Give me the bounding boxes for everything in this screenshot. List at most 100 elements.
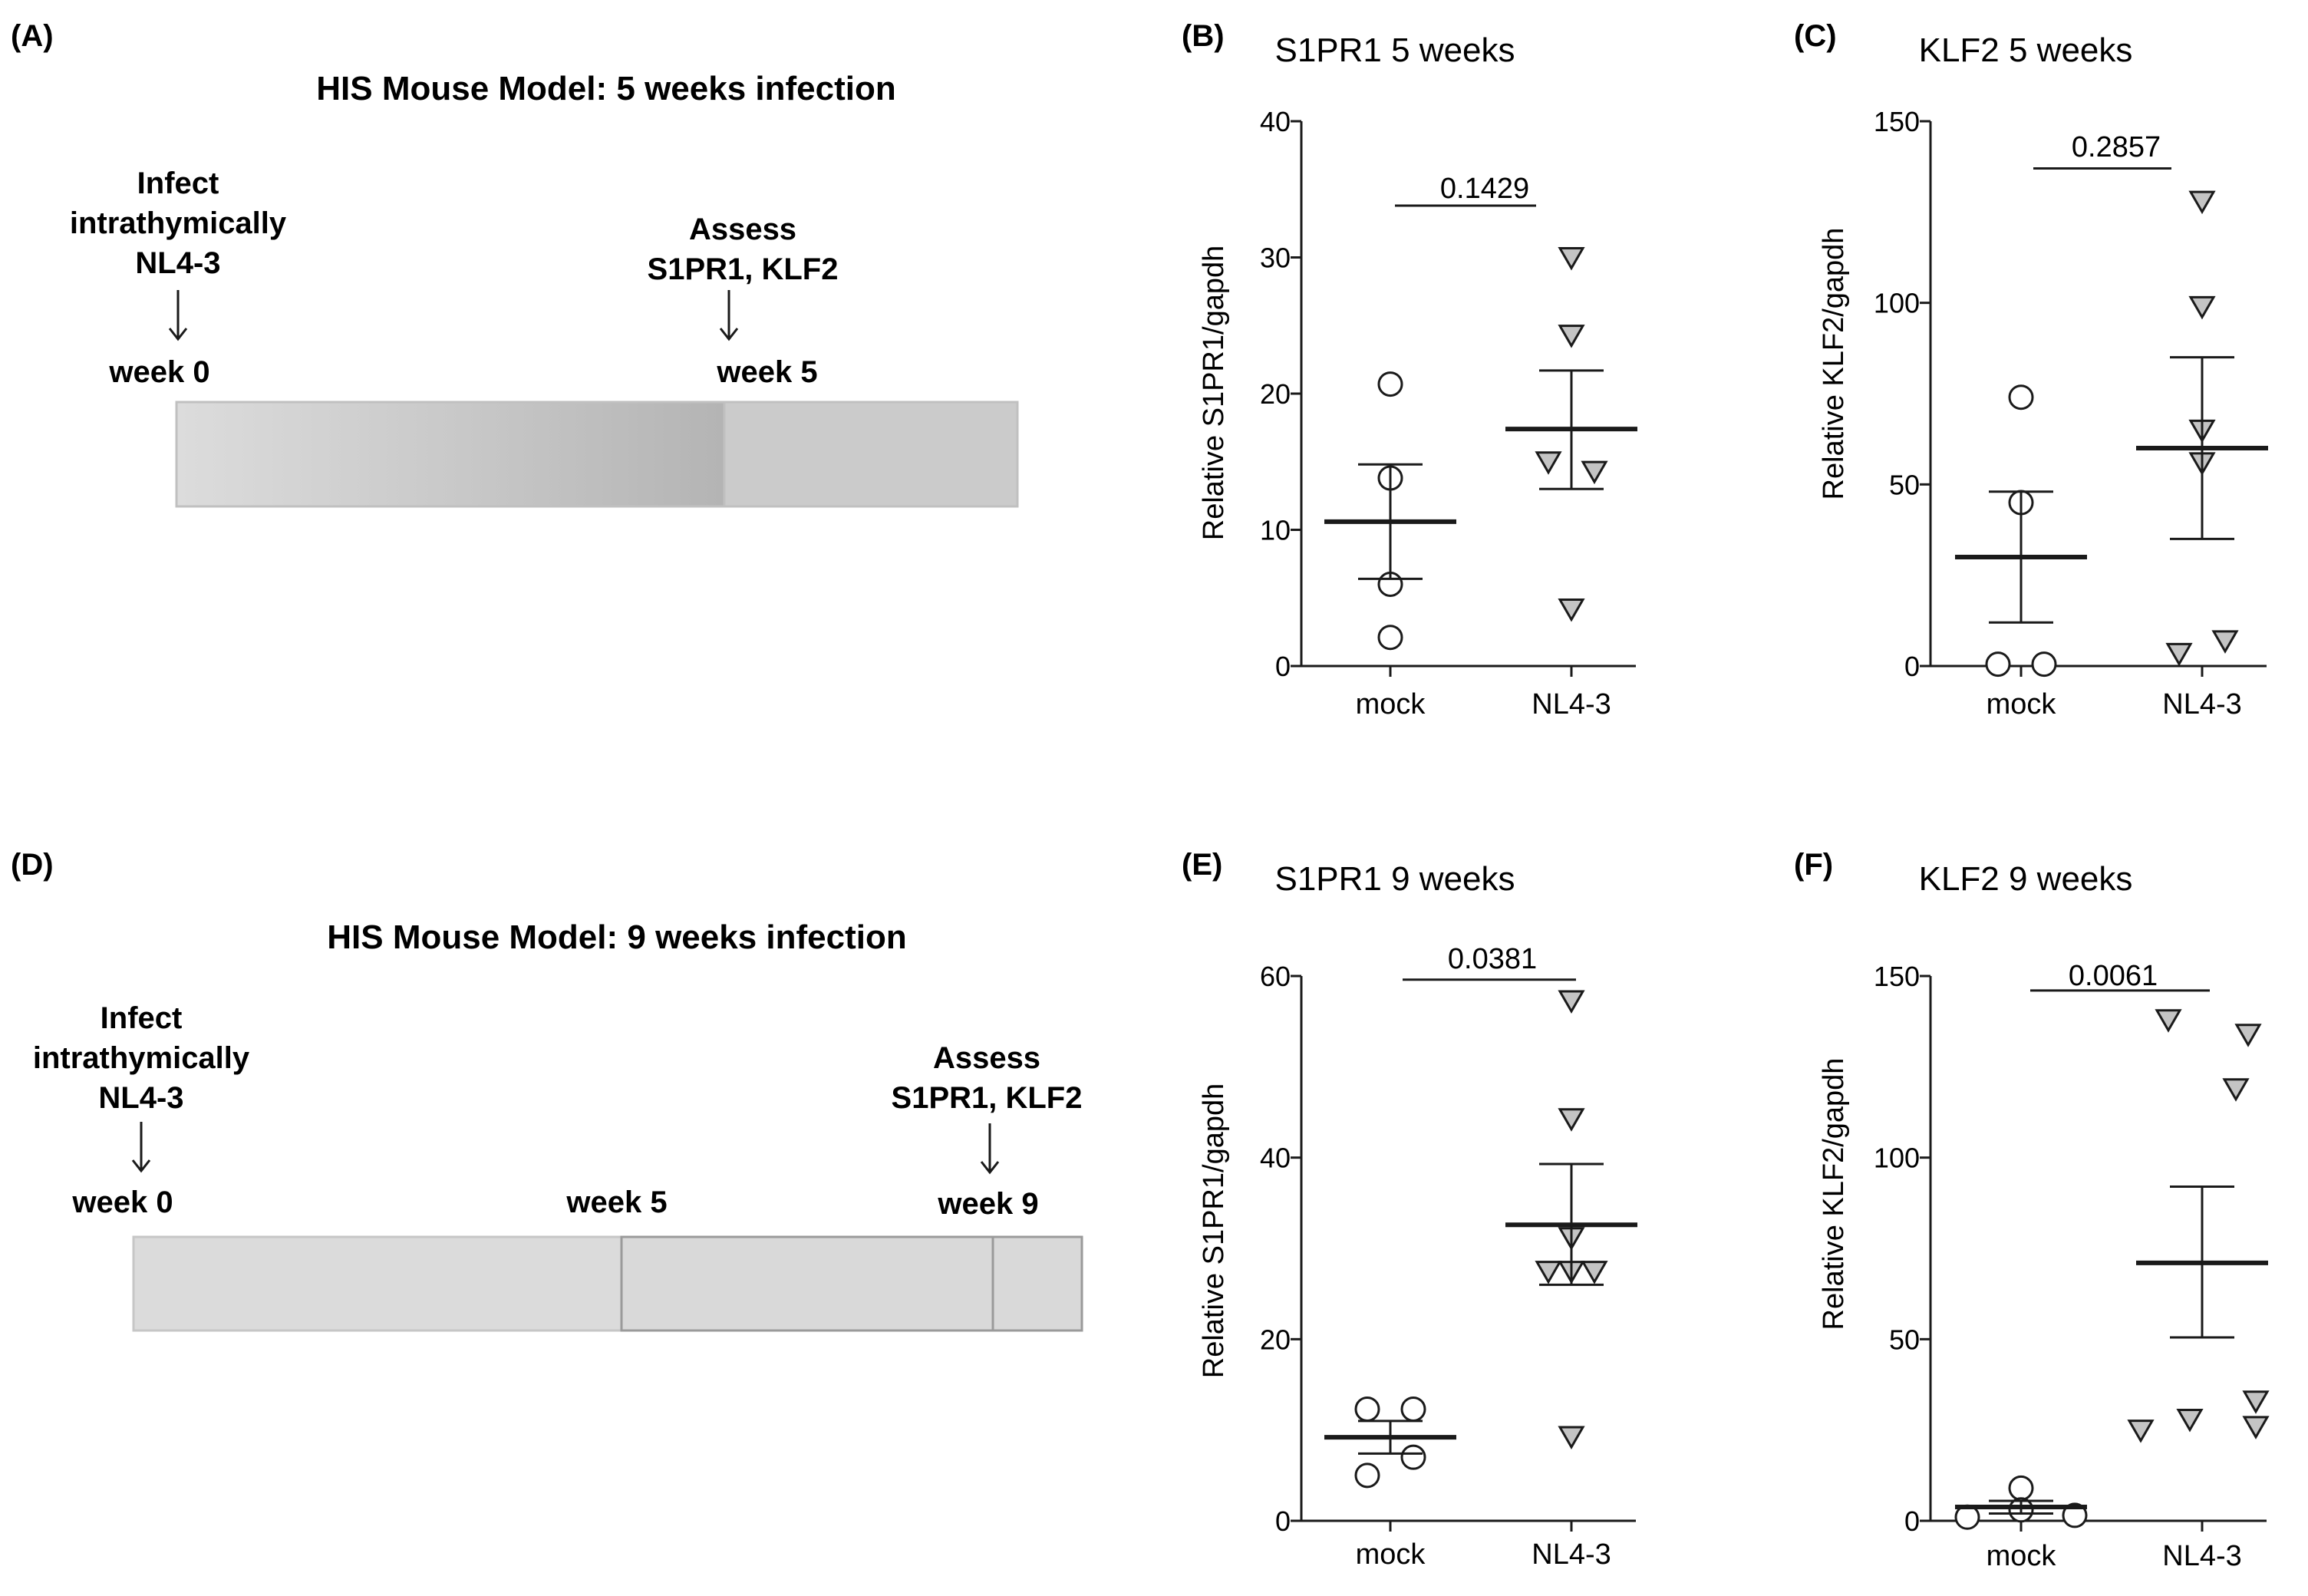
week-9-label-d: week 9 [937, 1187, 1038, 1221]
y-tick-label-150-c: 150 [1874, 106, 1920, 137]
y-tick-label-10-b: 10 [1260, 515, 1291, 546]
timeline-bar-weeks-5-9 [620, 1235, 994, 1332]
p-value-f: 0.0061 [2069, 960, 2158, 992]
y-axis-label-e: Relative S1PR1/gapdh [1198, 1083, 1230, 1378]
infect-text-a-1: Infect [137, 167, 219, 200]
data-point-mock-c [2008, 384, 2034, 411]
x-tick-label-nl43-e: NL4-3 [1532, 1538, 1611, 1571]
timeline-title-a: HIS Mouse Model: 5 weeks infection [316, 70, 895, 107]
y-axis-label-f: Relative KLF2/gapdh [1818, 1058, 1850, 1331]
data-point-mock-b [1377, 625, 1403, 651]
data-point-nl43-c [2165, 642, 2193, 667]
x-tick-label-mock-f: mock [1987, 1540, 2057, 1572]
timeline-bar-infection-a [175, 401, 726, 508]
data-point-nl43-c [2211, 630, 2239, 654]
data-point-nl43-f [2155, 1009, 2182, 1033]
chart-s1pr1-9-weeks: (E) S1PR1 9 weeks Relative S1PR1/gapdh m… [1182, 848, 1637, 1571]
timeline-bar-post-a [723, 401, 1019, 508]
x-tick-label-mock-b: mock [1356, 688, 1426, 721]
panel-label-a: (A) [11, 19, 54, 53]
week-0-label-d: week 0 [71, 1185, 173, 1219]
y-tick-label-0-c: 0 [1904, 651, 1920, 682]
assess-text-d-2: S1PR1, KLF2 [892, 1081, 1083, 1115]
assess-arrowhead-d [980, 1161, 1000, 1175]
data-point-nl43-b [1558, 598, 1585, 622]
x-tick-label-nl43-f: NL4-3 [2162, 1540, 2242, 1572]
panel-label-c: (C) [1794, 19, 1837, 53]
data-point-nl43-f [2222, 1078, 2250, 1102]
infect-text-a-3: NL4-3 [135, 246, 220, 280]
chart-s1pr1-5-weeks: (B) S1PR1 5 weeks Relative S1PR1/gapdh m… [1182, 19, 1637, 721]
week-5-label-a: week 5 [716, 355, 817, 389]
data-point-mock-f [2008, 1475, 2034, 1501]
y-tick-label-50-c: 50 [1889, 469, 1920, 500]
y-tick-label-0-b: 0 [1275, 651, 1291, 682]
infect-text-a-2: intrathymically [70, 206, 287, 240]
timeline-panel-d: (D) HIS Mouse Model: 9 weeks infection I… [11, 848, 1083, 1332]
y-tick-label-0-f: 0 [1904, 1505, 1920, 1537]
panel-label-d: (D) [11, 848, 54, 882]
chart-title-c: KLF2 5 weeks [1919, 31, 2133, 69]
chart-title-e: S1PR1 9 weeks [1274, 860, 1515, 898]
infect-arrowhead-d [131, 1159, 151, 1173]
x-tick-label-nl43-b: NL4-3 [1532, 688, 1611, 721]
data-point-nl43-f [2176, 1408, 2204, 1433]
data-point-nl43-b [1535, 451, 1562, 475]
y-axis-label-b: Relative S1PR1/gapdh [1198, 246, 1230, 540]
chart-klf2-5-weeks: (C) KLF2 5 weeks Relative KLF2/gapdh moc… [1794, 19, 2268, 721]
timeline-title-d: HIS Mouse Model: 9 weeks infection [327, 918, 906, 956]
y-tick-label-40-b: 40 [1260, 106, 1291, 137]
data-point-nl43-b [1581, 460, 1608, 485]
p-value-c: 0.2857 [2072, 131, 2161, 163]
chart-title-b: S1PR1 5 weeks [1274, 31, 1515, 69]
data-point-nl43-f [2127, 1420, 2155, 1443]
data-point-mock-f [2062, 1502, 2088, 1528]
data-point-nl43-e [1535, 1261, 1562, 1284]
data-point-nl43-f [2242, 1416, 2270, 1439]
p-value-b: 0.1429 [1440, 173, 1529, 205]
y-tick-label-40-e: 40 [1260, 1143, 1291, 1174]
y-axis-label-c: Relative KLF2/gapdh [1818, 228, 1850, 500]
data-point-nl43-c [2188, 295, 2216, 320]
y-tick-label-30-b: 30 [1260, 242, 1291, 274]
y-tick-label-100-f: 100 [1874, 1143, 1920, 1174]
data-point-nl43-b [1558, 247, 1585, 271]
timeline-bar-weeks-0-5 [132, 1235, 623, 1332]
assess-text-a-2: S1PR1, KLF2 [648, 252, 839, 286]
panel-label-f: (F) [1794, 848, 1833, 882]
x-tick-label-nl43-c: NL4-3 [2162, 688, 2242, 721]
infect-text-d-3: NL4-3 [98, 1081, 183, 1115]
infect-text-d-1: Infect [101, 1001, 183, 1035]
data-point-nl43-e [1581, 1261, 1608, 1284]
data-point-mock-c [2031, 651, 2057, 678]
data-point-nl43-b [1558, 325, 1585, 348]
data-point-nl43-f [2234, 1024, 2262, 1047]
timeline-panel-a: (A) HIS Mouse Model: 5 weeks infection I… [11, 19, 1019, 508]
y-tick-label-20-b: 20 [1260, 378, 1291, 410]
assess-text-d-1: Assess [933, 1041, 1040, 1075]
data-point-nl43-f [2242, 1390, 2270, 1414]
data-point-nl43-e [1558, 1108, 1585, 1132]
data-point-mock-b [1377, 371, 1403, 397]
panel-label-e: (E) [1182, 848, 1222, 882]
data-point-nl43-c [2188, 190, 2216, 215]
assess-arrowhead-a [719, 328, 739, 341]
y-tick-label-60-e: 60 [1260, 961, 1291, 992]
infect-arrowhead-a [168, 328, 188, 341]
data-point-mock-c [1985, 651, 2011, 678]
x-tick-label-mock-c: mock [1987, 688, 2057, 721]
timeline-bar-post-9 [991, 1235, 1083, 1332]
week-5-label-d: week 5 [565, 1185, 667, 1219]
chart-title-f: KLF2 9 weeks [1919, 860, 2133, 898]
y-tick-label-0-e: 0 [1275, 1505, 1291, 1537]
week-0-label-a: week 0 [108, 355, 209, 389]
data-point-mock-e [1354, 1462, 1380, 1489]
y-tick-label-20-e: 20 [1260, 1324, 1291, 1355]
y-tick-label-50-f: 50 [1889, 1324, 1920, 1355]
data-point-mock-e [1400, 1444, 1426, 1470]
assess-text-a-1: Assess [689, 213, 796, 246]
data-point-nl43-e [1558, 1426, 1585, 1449]
data-point-mock-e [1354, 1396, 1380, 1422]
y-tick-label-150-f: 150 [1874, 961, 1920, 992]
